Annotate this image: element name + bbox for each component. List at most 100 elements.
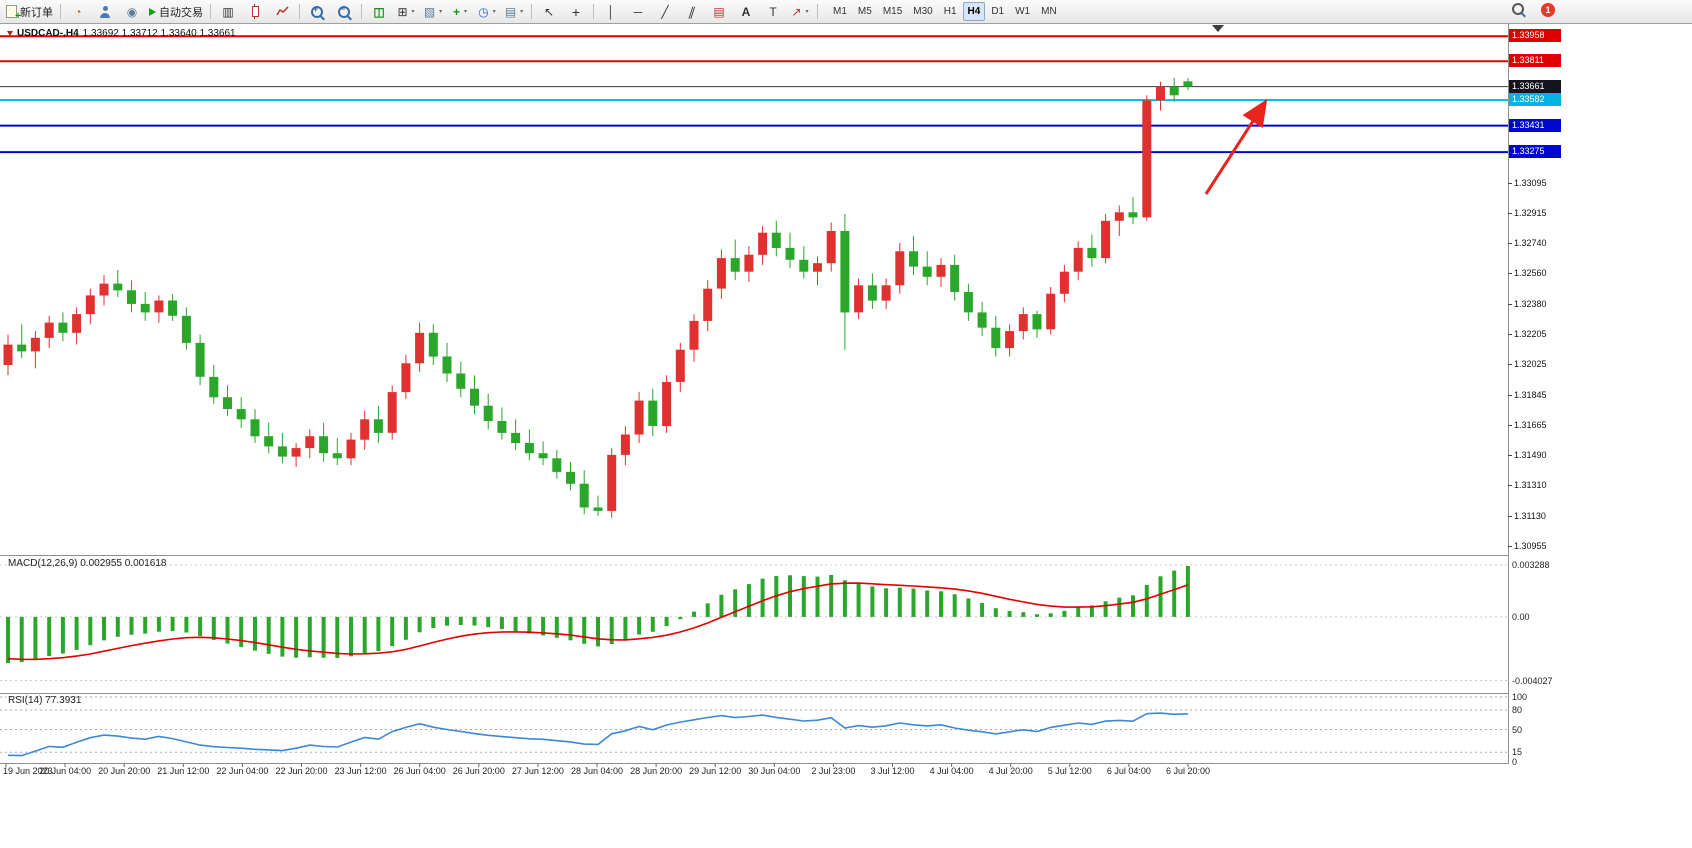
timeframe-button-m30[interactable]: M30: [913, 6, 933, 17]
crosshair-button[interactable]: +: [563, 2, 589, 22]
candle: [950, 264, 960, 292]
candle: [1156, 86, 1165, 101]
chart-ohlc-values: 1.33692 1.33712 1.33640 1.33661: [82, 28, 236, 39]
candle: [456, 373, 466, 389]
timeframe-button-m15[interactable]: M15: [882, 6, 903, 17]
candle: [826, 231, 836, 264]
trendline-tool-button[interactable]: ╱: [652, 2, 678, 22]
timeframe-button-m1[interactable]: M1: [833, 6, 847, 17]
rsi-indicator-label: RSI(14) 77.3931: [8, 695, 82, 706]
toolbar-separator: [210, 4, 211, 19]
timeframe-button-h4[interactable]: H4: [962, 2, 986, 21]
timeframe-button-m5[interactable]: M5: [857, 6, 872, 17]
horizontal-line-tool-button[interactable]: ─: [625, 2, 651, 22]
charts-profile-icon: ▧: [423, 4, 436, 19]
cursor-icon: ↖: [543, 4, 555, 19]
candle: [936, 264, 946, 277]
notifications-badge[interactable]: 1: [1541, 3, 1555, 17]
candle: [250, 419, 260, 437]
candle: [1018, 314, 1028, 332]
price-level-label[interactable]: 1.33582: [1509, 93, 1561, 106]
candle: [675, 349, 685, 382]
price-level-label[interactable]: 1.33811: [1509, 54, 1561, 68]
candle: [538, 453, 548, 459]
trend-arrow-annotation[interactable]: [1204, 98, 1268, 195]
chart-shift-marker[interactable]: [1212, 25, 1224, 32]
candle: [319, 436, 329, 454]
text-label-tool-button[interactable]: T: [760, 2, 786, 22]
price-tick-label: 1.32915: [1514, 208, 1547, 219]
timeframe-button-h1[interactable]: H1: [943, 6, 957, 17]
new-order-button[interactable]: 新订单: [3, 2, 56, 22]
price-level-label[interactable]: 1.33661: [1509, 79, 1561, 93]
price-level-label[interactable]: 1.33958: [1509, 29, 1561, 43]
chevron-down-icon: ▾: [520, 9, 524, 15]
tile-windows-icon: ◫: [373, 4, 385, 19]
bar-chart-button[interactable]: ▥: [215, 2, 241, 22]
new-chart-button[interactable]: ⊞ ▾: [393, 2, 419, 22]
candlestick-chart-button[interactable]: [242, 2, 268, 22]
charts-profile-button[interactable]: ▧ ▾: [420, 2, 446, 22]
candle: [758, 232, 768, 255]
candle: [305, 436, 315, 449]
candle: [579, 483, 589, 508]
candle: [277, 446, 287, 457]
toolbar-separator: [299, 4, 300, 19]
candle: [881, 285, 891, 301]
chart-canvas[interactable]: [0, 24, 1508, 790]
price-tick-label: 1.32380: [1514, 298, 1547, 309]
new-order-label: 新订单: [20, 6, 53, 19]
price-tick-label: 1.30955: [1514, 540, 1547, 551]
line-chart-button[interactable]: [269, 2, 295, 22]
chart-symbol-icon: [7, 31, 13, 36]
candle: [991, 327, 1001, 349]
cursor-button[interactable]: ↖: [536, 2, 562, 22]
price-level-label[interactable]: 1.33431: [1509, 118, 1561, 132]
rsi-axis-value: 0: [1512, 757, 1518, 767]
candle: [895, 251, 905, 286]
candle: [360, 419, 370, 440]
timeframe-button-d1[interactable]: D1: [991, 6, 1005, 17]
zoom-out-button[interactable]: [331, 2, 357, 22]
zoom-in-button[interactable]: [304, 2, 330, 22]
timeframes-clock-button[interactable]: ◷ ▾: [474, 2, 500, 22]
candle: [524, 443, 534, 454]
arrows-tool-button[interactable]: ↗ ▾: [787, 2, 813, 22]
text-tool-button[interactable]: A: [733, 2, 759, 22]
chevron-down-icon: ▾: [492, 9, 496, 15]
candle: [620, 434, 630, 455]
fibonacci-tool-button[interactable]: ▤: [706, 2, 732, 22]
line-chart-icon: [275, 6, 289, 16]
templates-button[interactable]: ▤ ▾: [501, 2, 527, 22]
candle: [854, 285, 864, 313]
search-button[interactable]: [1512, 3, 1524, 15]
price-level-label[interactable]: 1.33275: [1509, 145, 1561, 159]
text-icon: A: [741, 4, 751, 19]
candle: [662, 382, 672, 427]
timeframe-button-w1[interactable]: W1: [1015, 6, 1031, 17]
indicators-button[interactable]: + ▾: [447, 2, 473, 22]
trendline-icon: ╱: [661, 4, 669, 19]
vertical-line-tool-button[interactable]: │: [598, 2, 624, 22]
candle: [1046, 293, 1056, 330]
bar-chart-icon: ▥: [222, 4, 234, 19]
profile-button[interactable]: [92, 2, 118, 22]
price-tick-label: 1.31665: [1514, 420, 1547, 431]
candle: [744, 254, 754, 272]
tile-windows-button[interactable]: ◫: [366, 2, 392, 22]
auto-trading-button[interactable]: 自动交易: [146, 2, 206, 22]
headset-button[interactable]: ◉: [119, 2, 145, 22]
candle: [593, 507, 603, 511]
candle: [922, 266, 932, 277]
candlestick-icon: [251, 4, 259, 19]
gauge-button[interactable]: ◔: [65, 2, 91, 22]
candle: [415, 332, 425, 364]
channel-tool-button[interactable]: ∥: [679, 2, 705, 22]
candle: [1073, 247, 1083, 272]
candle: [85, 295, 95, 315]
candle: [99, 283, 109, 296]
new-chart-icon: ⊞: [397, 4, 408, 19]
candle: [497, 421, 507, 433]
timeframe-button-mn[interactable]: MN: [1041, 6, 1057, 17]
